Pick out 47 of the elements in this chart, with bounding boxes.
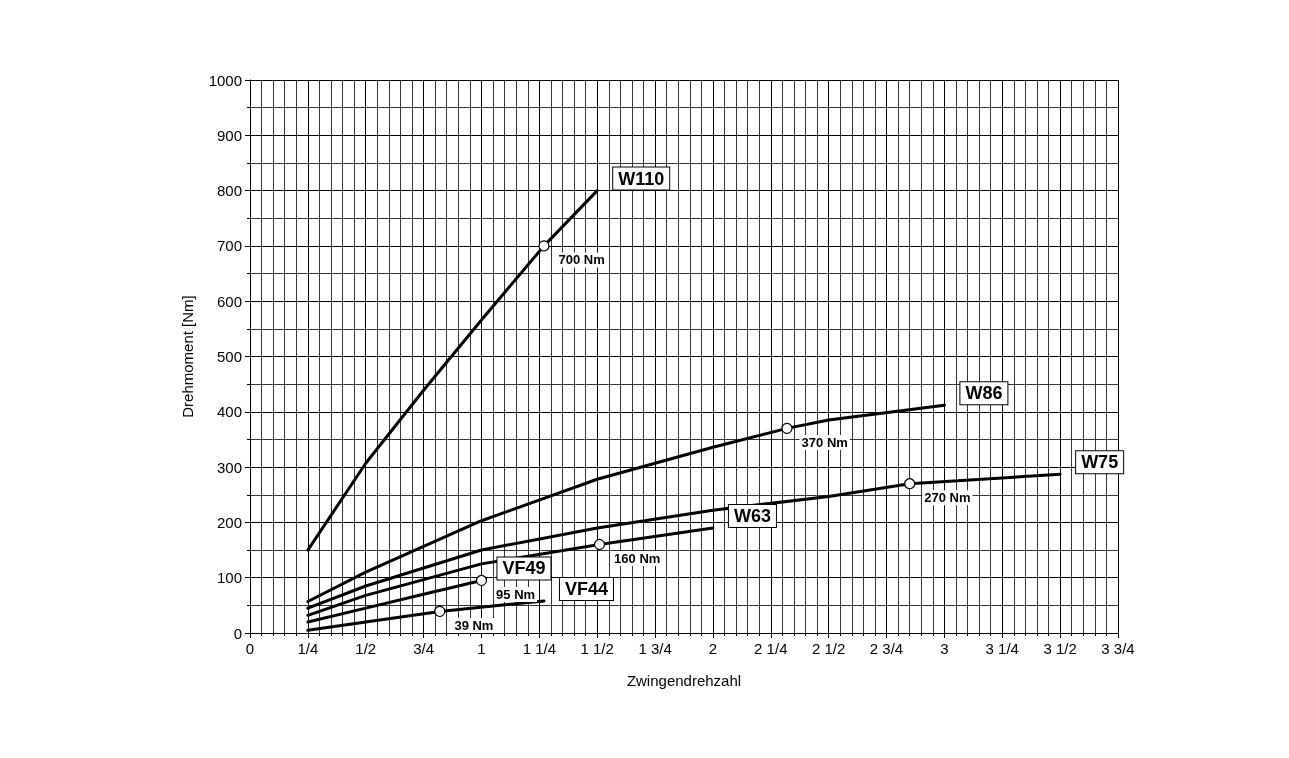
x-tick-label: 3/4 — [413, 640, 435, 657]
x-tick-label: 1 — [477, 640, 486, 657]
series-label: VF49 — [502, 558, 546, 579]
x-tick-label: 2 — [708, 640, 718, 657]
annotation: 700 Nm — [558, 252, 605, 268]
y-tick-label: 500 — [216, 348, 242, 365]
x-tick-label: 2 1/4 — [754, 640, 788, 657]
point — [904, 478, 916, 490]
x-tick-label: 3 1/4 — [985, 640, 1019, 657]
series-label: W63 — [733, 505, 771, 526]
x-tick-label: 3 — [940, 640, 949, 657]
point — [781, 422, 793, 434]
point — [434, 605, 446, 618]
x-tick-label: 3 1/2 — [1043, 640, 1077, 657]
x-axis-title: Zwingendrehzahl — [626, 672, 742, 689]
y-tick-label: 100 — [216, 569, 242, 587]
x-tick-label: 2 3/4 — [869, 640, 904, 657]
annotation: 95 Nm — [496, 586, 536, 602]
x-tick-label: 1/4 — [297, 640, 319, 657]
annotation: 370 Nm — [801, 434, 848, 450]
annotation: 270 Nm — [924, 490, 971, 506]
y-tick-label: 900 — [216, 126, 242, 144]
x-tick-label: 1 1/4 — [522, 640, 557, 657]
series-label: W86 — [965, 383, 1003, 404]
y-tick-label: 200 — [216, 513, 242, 531]
x-tick-label: 2 1/2 — [811, 640, 846, 657]
y-axis-title: Drehmoment [Nm] — [179, 295, 196, 418]
series-label: W75 — [1081, 452, 1119, 473]
y-tick-label: 700 — [216, 237, 242, 255]
y-tick-label: 600 — [216, 292, 242, 310]
x-tick-label: 1/2 — [355, 640, 377, 657]
annotation: 160 Nm — [614, 551, 661, 567]
x-tick-label: 0 — [245, 640, 255, 657]
point — [538, 240, 550, 252]
y-tick-label: 1000 — [208, 71, 242, 89]
x-tick-label: 1 1/2 — [580, 640, 614, 657]
point — [475, 574, 488, 587]
y-tick-label: 300 — [216, 458, 242, 476]
series-label: W110 — [618, 168, 665, 189]
point — [593, 538, 606, 551]
y-tick-label: 0 — [233, 624, 242, 642]
y-tick-label: 400 — [216, 403, 242, 421]
annotation: 39 Nm — [454, 617, 494, 633]
y-tick-label: 800 — [216, 182, 242, 200]
x-tick-label: 1 3/4 — [638, 640, 672, 657]
x-tick-label: 3 3/4 — [1101, 640, 1135, 657]
series-label: VF44 — [564, 578, 608, 599]
